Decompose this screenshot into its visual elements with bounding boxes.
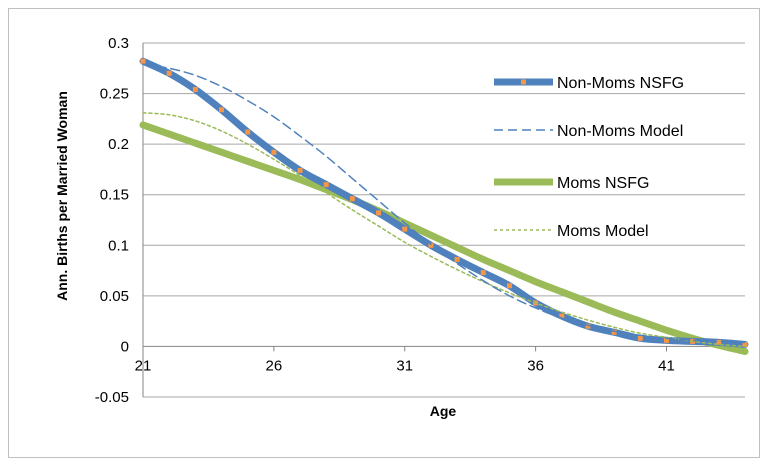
data-point-non-moms-nsfg [349,196,355,202]
data-point-non-moms-nsfg [428,242,434,248]
data-point-non-moms-nsfg [219,107,225,113]
data-point-non-moms-nsfg [480,270,486,276]
x-axis-title: Age [430,403,457,419]
data-point-non-moms-nsfg [454,256,460,262]
y-axis-title: Ann. Births per Married Woman [54,91,70,301]
legend-label-non-moms-model: Non-Moms Model [557,123,683,140]
series-line-non-moms-model [142,63,746,344]
x-tick-label: 36 [527,357,544,374]
y-tick-label: 0.3 [108,35,129,52]
x-tick-label: 31 [396,357,413,374]
data-point-non-moms-nsfg [192,87,198,93]
data-point-non-moms-nsfg [742,341,748,347]
legend-marker [521,79,526,85]
axes: -0.05 0 0.05 0.1 0.15 0.2 0.25 0.3 21 26 31 36 41 [95,35,745,406]
data-point-non-moms-nsfg [663,337,669,343]
series-line-moms-model [142,112,746,348]
data-point-non-moms-nsfg [611,329,617,335]
data-point-non-moms-nsfg [585,323,591,329]
x-tick-label: 41 [658,357,675,374]
legend-label-non-moms-nsfg: Non-Moms NSFG [557,75,684,92]
data-point-non-moms-nsfg [402,226,408,232]
data-point-non-moms-nsfg [245,129,251,135]
data-point-non-moms-nsfg [716,339,722,345]
legend: Non-Moms NSFG Non-Moms Model Moms NSFG Moms… [494,75,684,240]
data-point-non-moms-nsfg [506,283,512,289]
data-point-non-moms-nsfg [271,149,277,155]
series-lines [139,57,749,355]
data-point-non-moms-nsfg [637,335,643,341]
legend-label-moms-nsfg: Moms NSFG [557,175,649,192]
y-tick-label: 0 [121,338,129,355]
series-line-non-moms-nsfg [139,57,749,348]
y-tick-label: 0.05 [100,288,129,305]
y-tick-label: 0.25 [100,86,129,103]
legend-label-moms-model: Moms Model [557,223,649,240]
y-tick-label: -0.05 [95,389,129,406]
y-tick-label: 0.2 [108,136,129,153]
y-tick-label: 0.15 [100,187,129,204]
x-tick-label: 26 [266,357,283,374]
data-point-non-moms-nsfg [323,182,329,188]
x-tick-label: 21 [135,357,152,374]
y-tick-label: 0.1 [108,237,129,254]
data-point-non-moms-nsfg [140,58,146,64]
gridlines [143,42,745,398]
data-point-non-moms-nsfg [559,313,565,319]
data-point-non-moms-nsfg [376,210,382,216]
data-point-non-moms-nsfg [166,70,172,76]
series-line-moms-nsfg [139,121,749,355]
data-point-non-moms-nsfg [297,167,303,173]
chart-frame [8,8,760,458]
